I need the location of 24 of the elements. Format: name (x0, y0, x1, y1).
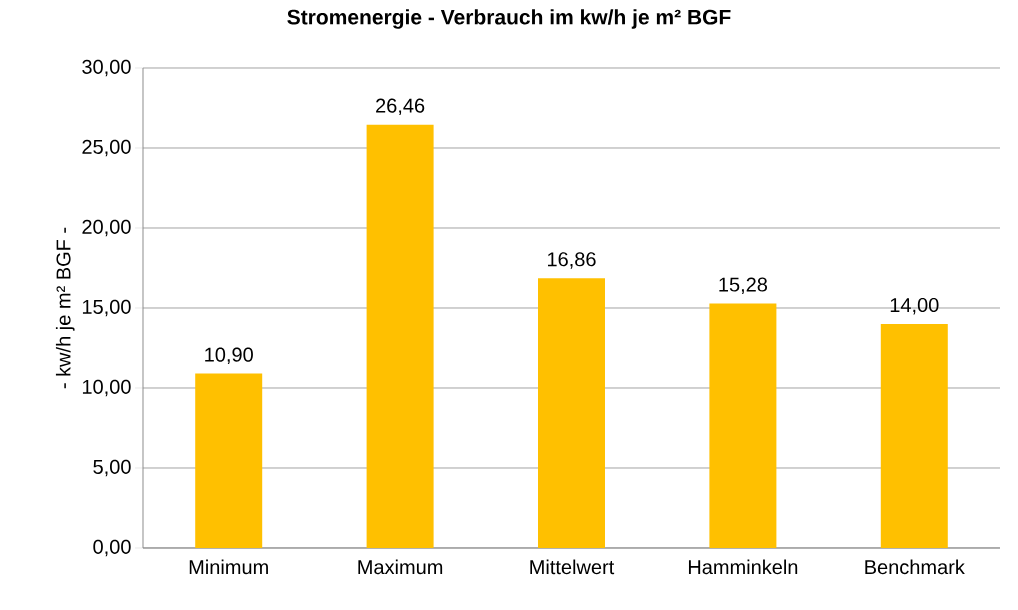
y-tick-label: 30,00 (82, 59, 131, 77)
data-label: 16,86 (548, 252, 596, 269)
x-tick-label: Benchmark (865, 559, 965, 575)
y-tick-label: 25,00 (82, 139, 131, 157)
y-tick-label: 0,00 (93, 539, 131, 557)
bar (709, 303, 777, 548)
x-tick-label: Hamminkeln (688, 559, 798, 575)
data-label: 26,46 (376, 98, 425, 116)
data-label: 14,00 (890, 297, 939, 315)
y-tick-label: 20,00 (82, 219, 131, 237)
chart-title: Stromenergie - Verbrauch im kw/h je m² BGF (287, 9, 731, 29)
y-axis-title: - kw/h je m² BGF - (55, 227, 75, 389)
x-tick-label: Mittelwert (530, 559, 615, 575)
y-tick-label: 5,00 (93, 459, 131, 477)
x-tick-label: Maximum (358, 559, 443, 575)
bar (538, 278, 605, 548)
bar (366, 124, 434, 548)
bar (195, 373, 263, 548)
data-label: 10,90 (205, 347, 253, 365)
bar (880, 323, 948, 548)
data-label: 15,28 (719, 277, 768, 294)
y-tick-label: 10,00 (82, 379, 131, 397)
y-tick-label: 15,00 (82, 299, 131, 317)
x-tick-label: Minimum (189, 559, 268, 575)
